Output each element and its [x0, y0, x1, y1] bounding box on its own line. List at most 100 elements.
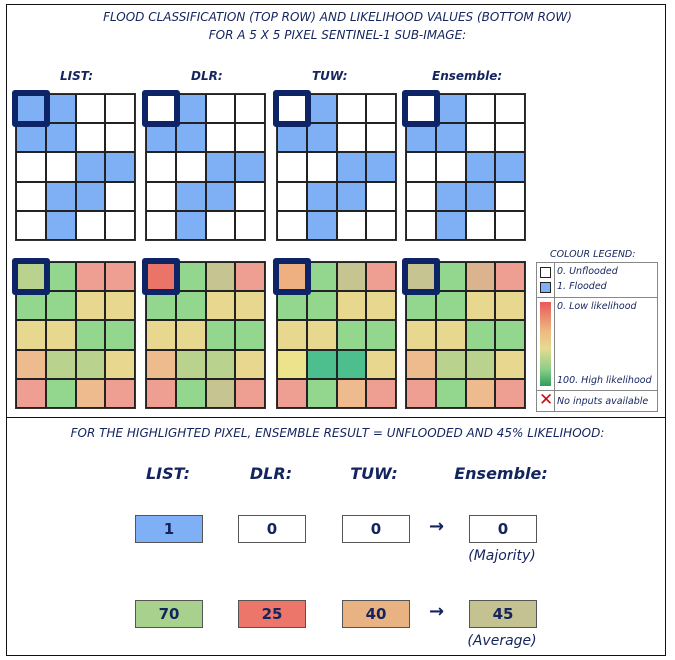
grid-cell — [495, 94, 525, 124]
grid-cell — [235, 210, 265, 240]
grid-cell — [495, 378, 525, 408]
classification-value-dlr: 0 — [238, 515, 306, 543]
grid-cell — [435, 181, 466, 211]
grid-cell — [235, 378, 265, 408]
grid-cell — [336, 123, 367, 153]
grid-cell — [45, 94, 76, 124]
grid-cell — [465, 349, 496, 379]
figure-title-line2: FOR A 5 X 5 PIXEL SENTINEL-1 SUB-IMAGE: — [208, 28, 467, 42]
grid-cell — [146, 320, 176, 350]
grid-cell — [75, 320, 106, 350]
grid-cell — [277, 152, 307, 182]
grid-cell — [75, 94, 106, 124]
grid-cell — [235, 320, 265, 350]
highlighted-pixel-marker — [142, 258, 180, 295]
highlighted-pixel-marker — [402, 90, 440, 127]
grid-cell — [306, 349, 337, 379]
likelihood-gradient — [540, 302, 551, 386]
grid-cell — [45, 210, 76, 240]
grid-cell — [146, 291, 176, 321]
grid-cell — [205, 123, 236, 153]
grid-cell — [406, 210, 436, 240]
grid-cell — [205, 181, 236, 211]
legend-high: 100. High likelihood — [557, 375, 652, 386]
grid-cell — [75, 262, 106, 292]
grid-cell — [175, 262, 206, 292]
grid-cell — [16, 378, 46, 408]
grid-cell — [105, 291, 135, 321]
grid-cell — [336, 320, 367, 350]
grid-cell — [366, 210, 396, 240]
figure-title-line1: FLOOD CLASSIFICATION (TOP ROW) AND LIKEL… — [103, 10, 572, 24]
majority-note: (Majority) — [468, 548, 536, 564]
highlighted-pixel-marker — [273, 90, 311, 127]
grid-cell — [366, 320, 396, 350]
grid-cell — [205, 262, 236, 292]
grid-cell — [16, 210, 46, 240]
grid-cell — [366, 152, 396, 182]
legend-no-input: No inputs available — [557, 396, 649, 407]
figure-frame — [6, 4, 666, 656]
classification-grid-ensemble — [405, 93, 526, 241]
grid-cell — [105, 152, 135, 182]
grid-cell — [146, 378, 176, 408]
average-note: (Average) — [467, 633, 537, 649]
grid-cell — [366, 94, 396, 124]
grid-cell — [336, 181, 367, 211]
grid-cell — [277, 123, 307, 153]
legend-title: COLOUR LEGEND: — [550, 249, 636, 260]
grid-cell — [277, 378, 307, 408]
flooded-swatch — [540, 282, 551, 293]
grid-cell — [435, 262, 466, 292]
grid-cell — [205, 349, 236, 379]
grid-cell — [146, 152, 176, 182]
grid-cell — [75, 210, 106, 240]
likelihood-value-tuw: 40 — [342, 600, 410, 628]
grid-cell — [235, 181, 265, 211]
grid-cell — [277, 291, 307, 321]
highlighted-pixel-marker — [273, 258, 311, 295]
grid-cell — [406, 349, 436, 379]
likelihood-grid-list — [15, 261, 136, 409]
grid-cell — [235, 94, 265, 124]
grid-cell — [146, 349, 176, 379]
summary-label-list: LIST: — [145, 464, 191, 483]
grid-cell — [406, 181, 436, 211]
grid-cell — [235, 123, 265, 153]
grid-cell — [306, 210, 337, 240]
legend-low: 0. Low likelihood — [557, 301, 637, 312]
grid-cell — [175, 291, 206, 321]
grid-cell — [16, 320, 46, 350]
grid-cell — [495, 262, 525, 292]
grid-cell — [495, 181, 525, 211]
grid-cell — [406, 291, 436, 321]
label-dlr: DLR: — [191, 69, 223, 83]
grid-cell — [277, 320, 307, 350]
highlighted-pixel-marker — [12, 90, 50, 127]
grid-cell — [435, 349, 466, 379]
grid-cell — [435, 152, 466, 182]
unflooded-swatch — [540, 267, 551, 278]
grid-cell — [105, 123, 135, 153]
likelihood-grid-tuw — [276, 261, 397, 409]
grid-cell — [306, 94, 337, 124]
grid-cell — [235, 349, 265, 379]
grid-cell — [175, 123, 206, 153]
label-tuw: TUW: — [312, 69, 348, 83]
likelihood-grid-dlr — [145, 261, 266, 409]
likelihood-value-list: 70 — [135, 600, 203, 628]
likelihood-value-ensemble: 45 — [469, 600, 537, 628]
grid-cell — [205, 291, 236, 321]
grid-cell — [495, 123, 525, 153]
grid-cell — [75, 181, 106, 211]
grid-cell — [306, 378, 337, 408]
grid-cell — [235, 262, 265, 292]
grid-cell — [406, 378, 436, 408]
classification-grid-dlr — [145, 93, 266, 241]
grid-cell — [75, 378, 106, 408]
grid-cell — [495, 291, 525, 321]
grid-cell — [336, 291, 367, 321]
grid-cell — [306, 320, 337, 350]
grid-cell — [435, 320, 466, 350]
grid-cell — [175, 349, 206, 379]
